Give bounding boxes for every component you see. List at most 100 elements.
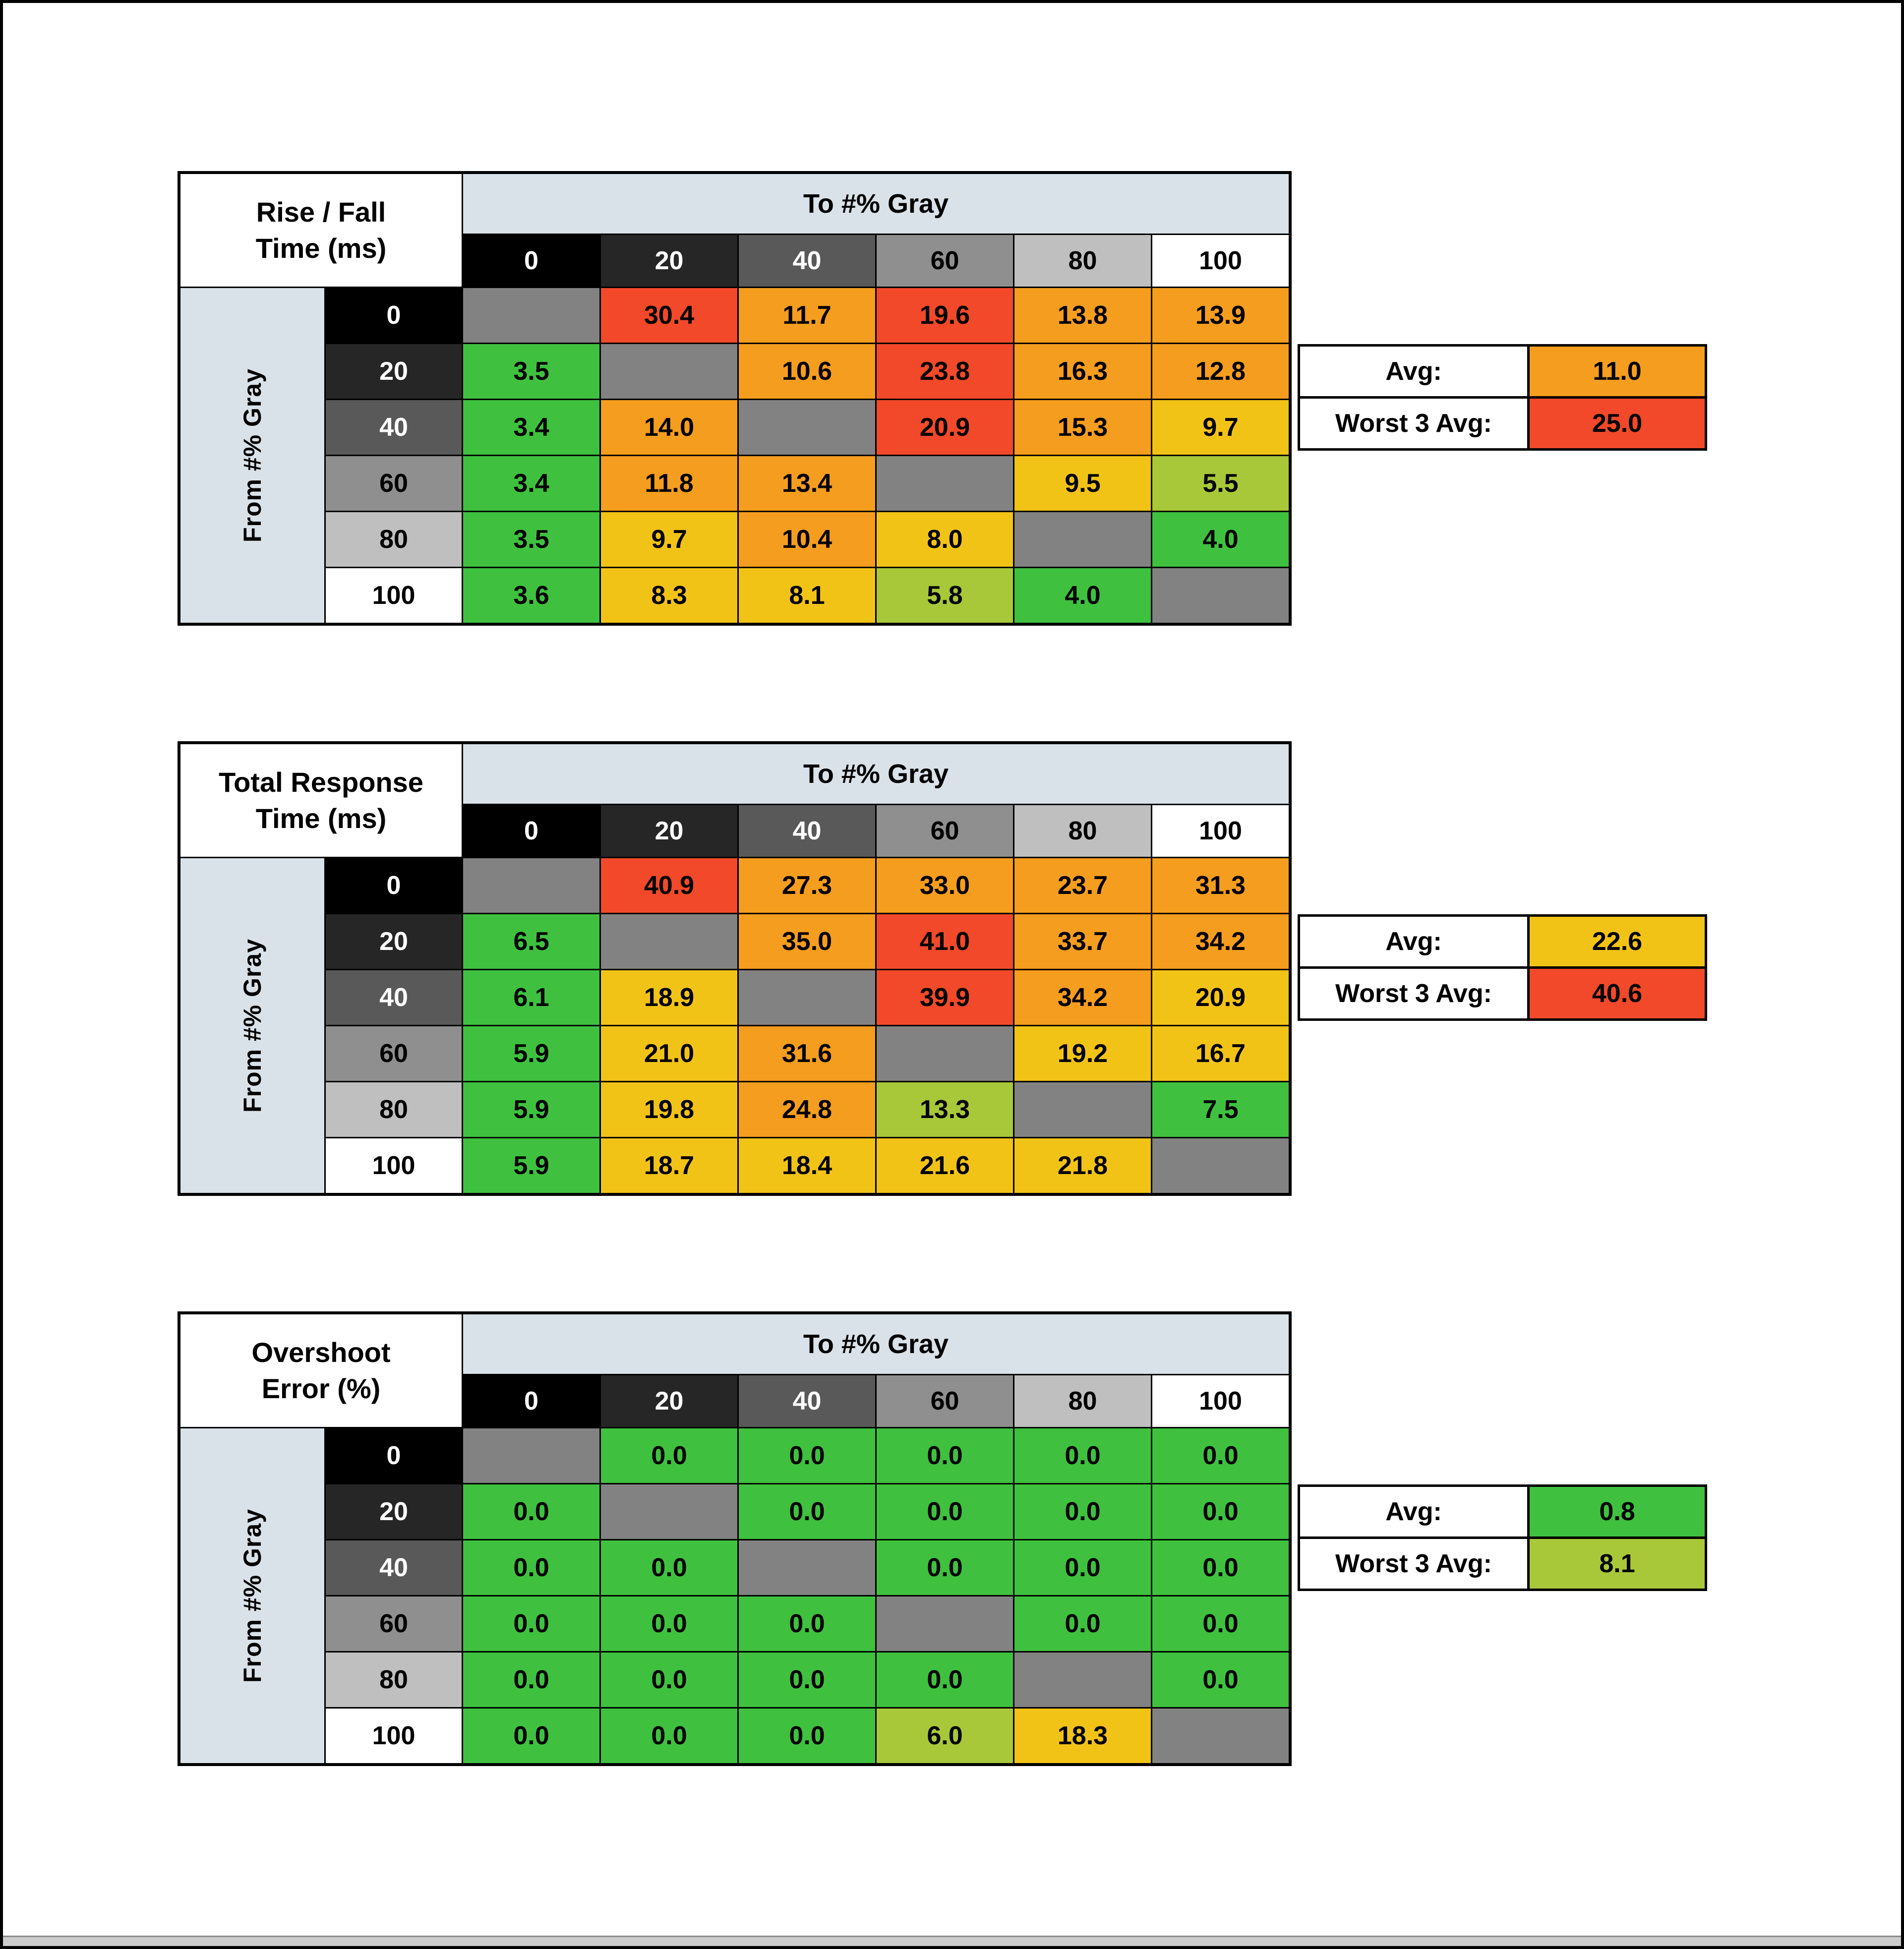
cell-from20-to0: 3.5 [463, 344, 599, 399]
overshoot-error-avg-label: Avg: [1298, 1484, 1530, 1539]
rise-fall-time-worst3-label: Worst 3 Avg: [1298, 396, 1530, 451]
cell-from40-to20: 14.0 [601, 400, 737, 455]
cell-from80-to100: 0.0 [1152, 1653, 1289, 1707]
cell-from80-to100: 4.0 [1152, 512, 1289, 567]
cell-from100-to60: 5.8 [877, 568, 1013, 623]
cell-from100-to80: 18.3 [1014, 1709, 1151, 1763]
row-header-60: 60 [326, 1026, 462, 1081]
cell-from60-to0: 3.4 [463, 456, 599, 511]
cell-from60-to100: 5.5 [1152, 456, 1289, 511]
cell-from40-to20: 18.9 [601, 970, 737, 1025]
cell-from80-to40: 0.0 [739, 1653, 875, 1707]
cell-from0-to60: 19.6 [877, 288, 1013, 343]
overshoot-error-title-line: Error (%) [261, 1372, 381, 1404]
cell-from60-to40: 13.4 [739, 456, 875, 511]
rise-fall-time-grid: Rise / Fall Time (ms) To #% Gray 0 20 40 60 80 1… [178, 171, 1292, 626]
cell-from0-to0 [463, 288, 599, 343]
total-response-time-avg-label: Avg: [1298, 914, 1530, 969]
overshoot-error-title-line: Overshoot [251, 1336, 391, 1368]
total-response-time-table: Total Response Time (ms) To #% Gray 0 20 40 60… [178, 741, 1707, 1196]
cell-from100-to20: 0.0 [601, 1709, 737, 1763]
col-header-100: 100 [1152, 805, 1289, 857]
total-response-time-avg-row: Avg: 22.6 [1298, 914, 1707, 969]
cell-from80-to60: 13.3 [877, 1082, 1013, 1137]
col-header-100: 100 [1152, 235, 1289, 287]
cell-from0-to0 [463, 1428, 599, 1483]
col-header-60: 60 [877, 235, 1013, 287]
cell-from20-to40: 35.0 [739, 914, 875, 969]
cell-from0-to100: 31.3 [1152, 858, 1289, 913]
rise-fall-time-title: Rise / Fall Time (ms) [180, 174, 462, 287]
from-gray-axis-label: From #% Gray [180, 288, 324, 623]
cell-from40-to0: 6.1 [463, 970, 599, 1025]
cell-from80-to0: 5.9 [463, 1082, 599, 1137]
overshoot-error-summary: Avg: 0.8 Worst 3 Avg: 8.1 [1298, 1484, 1707, 1591]
rise-fall-time-avg-row: Avg: 11.0 [1298, 344, 1707, 399]
cell-from0-to40: 27.3 [739, 858, 875, 913]
cell-from60-to80: 9.5 [1014, 456, 1151, 511]
cell-from40-to40 [739, 400, 875, 455]
cell-from100-to60: 6.0 [877, 1709, 1013, 1763]
cell-from60-to80: 19.2 [1014, 1026, 1151, 1081]
row-header-40: 40 [326, 400, 462, 455]
cell-from80-to80 [1014, 1082, 1151, 1137]
rise-fall-time-worst3-row: Worst 3 Avg: 25.0 [1298, 396, 1707, 451]
overshoot-error-title: Overshoot Error (%) [180, 1314, 462, 1427]
row-header-40: 40 [326, 1540, 462, 1595]
cell-from100-to60: 21.6 [877, 1138, 1013, 1193]
from-gray-axis-text: From #% Gray [238, 1508, 266, 1683]
cell-from100-to100 [1152, 1709, 1289, 1763]
cell-from60-to0: 5.9 [463, 1026, 599, 1081]
cell-from80-to20: 19.8 [601, 1082, 737, 1137]
total-response-time-summary: Avg: 22.6 Worst 3 Avg: 40.6 [1298, 914, 1707, 1021]
cell-from60-to40: 0.0 [739, 1596, 875, 1651]
cell-from20-to40: 10.6 [739, 344, 875, 399]
row-header-0: 0 [326, 288, 462, 343]
row-header-100: 100 [326, 568, 462, 623]
total-response-time-grid: Total Response Time (ms) To #% Gray 0 20 40 60… [178, 741, 1292, 1196]
cell-from100-to0: 0.0 [463, 1709, 599, 1763]
cell-from20-to60: 0.0 [877, 1484, 1013, 1539]
total-response-time-worst3-row: Worst 3 Avg: 40.6 [1298, 966, 1707, 1021]
to-gray-axis-label: To #% Gray [463, 174, 1289, 234]
rise-fall-time-avg-label: Avg: [1298, 344, 1530, 399]
cell-from40-to60: 20.9 [877, 400, 1013, 455]
cell-from0-to20: 30.4 [601, 288, 737, 343]
cell-from60-to60 [877, 1596, 1013, 1651]
cell-from20-to40: 0.0 [739, 1484, 875, 1539]
row-header-100: 100 [326, 1709, 462, 1763]
cell-from20-to20 [601, 914, 737, 969]
col-header-0: 0 [463, 235, 599, 287]
cell-from40-to100: 20.9 [1152, 970, 1289, 1025]
cell-from0-to60: 33.0 [877, 858, 1013, 913]
rise-fall-time-worst3-value: 25.0 [1527, 396, 1707, 451]
col-header-20: 20 [601, 235, 737, 287]
cell-from0-to20: 0.0 [601, 1428, 737, 1483]
cell-from20-to0: 6.5 [463, 914, 599, 969]
cell-from20-to100: 12.8 [1152, 344, 1289, 399]
cell-from80-to20: 0.0 [601, 1653, 737, 1707]
col-header-40: 40 [739, 1375, 875, 1427]
cell-from80-to40: 24.8 [739, 1082, 875, 1137]
row-header-100: 100 [326, 1138, 462, 1193]
cell-from40-to80: 15.3 [1014, 400, 1151, 455]
cell-from60-to100: 16.7 [1152, 1026, 1289, 1081]
row-header-40: 40 [326, 970, 462, 1025]
cell-from100-to40: 0.0 [739, 1709, 875, 1763]
rise-fall-time-title-line: Rise / Fall [256, 196, 386, 228]
col-header-60: 60 [877, 805, 1013, 857]
cell-from20-to60: 41.0 [877, 914, 1013, 969]
cell-from20-to20 [601, 1484, 737, 1539]
cell-from60-to20: 11.8 [601, 456, 737, 511]
cell-from80-to60: 8.0 [877, 512, 1013, 567]
row-header-60: 60 [326, 1596, 462, 1651]
cell-from60-to80: 0.0 [1014, 1596, 1151, 1651]
cell-from40-to40 [739, 970, 875, 1025]
cell-from100-to100 [1152, 568, 1289, 623]
rise-fall-time-avg-value: 11.0 [1527, 344, 1707, 399]
cell-from0-to80: 23.7 [1014, 858, 1151, 913]
cell-from0-to100: 0.0 [1152, 1428, 1289, 1483]
cell-from20-to60: 23.8 [877, 344, 1013, 399]
cell-from0-to80: 13.8 [1014, 288, 1151, 343]
cell-from100-to40: 18.4 [739, 1138, 875, 1193]
